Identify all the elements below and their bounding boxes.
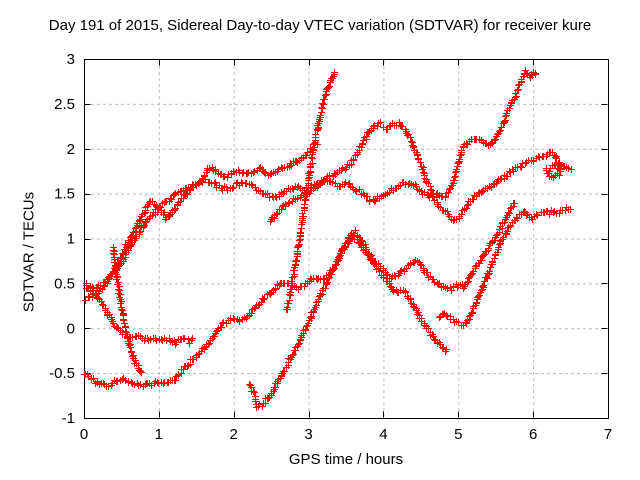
chart-title: Day 191 of 2015, Sidereal Day-to-day VTE… xyxy=(48,17,592,34)
x-tick-label: 4 xyxy=(379,426,387,443)
y-tick-labels: -1 -0.5 0 0.5 1 1.5 2 2.5 3 xyxy=(49,51,75,427)
y-tick-label: 1 xyxy=(67,231,75,248)
x-tick-label: 2 xyxy=(230,426,238,443)
y-tick-label: -1 xyxy=(62,410,75,427)
tick-marks xyxy=(84,59,609,419)
series-track-2 xyxy=(83,67,539,292)
series-track-8 xyxy=(267,119,575,225)
y-tick-label: 0.5 xyxy=(54,275,75,292)
series-track-7 xyxy=(110,244,145,376)
series-track-5 xyxy=(246,230,450,411)
x-axis-title: GPS time / hours xyxy=(288,451,404,468)
x-tick-label: 5 xyxy=(454,426,462,443)
y-tick-label: -0.5 xyxy=(49,365,75,382)
series-track-9 xyxy=(283,69,338,313)
x-tick-label: 7 xyxy=(604,426,612,443)
series-track-3 xyxy=(83,280,196,348)
x-tick-label: 3 xyxy=(304,426,312,443)
y-tick-label: 3 xyxy=(67,51,75,68)
y-axis-title: SDTVAR / TECUs xyxy=(20,191,38,313)
x-tick-labels: 0 1 2 3 4 5 6 7 xyxy=(80,426,612,443)
x-tick-label: 0 xyxy=(80,426,88,443)
series-track-6 xyxy=(436,204,574,329)
y-tick-label: 1.5 xyxy=(54,186,75,203)
y-tick-label: 0 xyxy=(67,320,75,337)
y-tick-label: 2 xyxy=(67,141,75,158)
data-points xyxy=(81,67,575,411)
x-tick-label: 1 xyxy=(155,426,163,443)
y-tick-label: 2.5 xyxy=(54,96,75,113)
x-tick-label: 6 xyxy=(529,426,537,443)
